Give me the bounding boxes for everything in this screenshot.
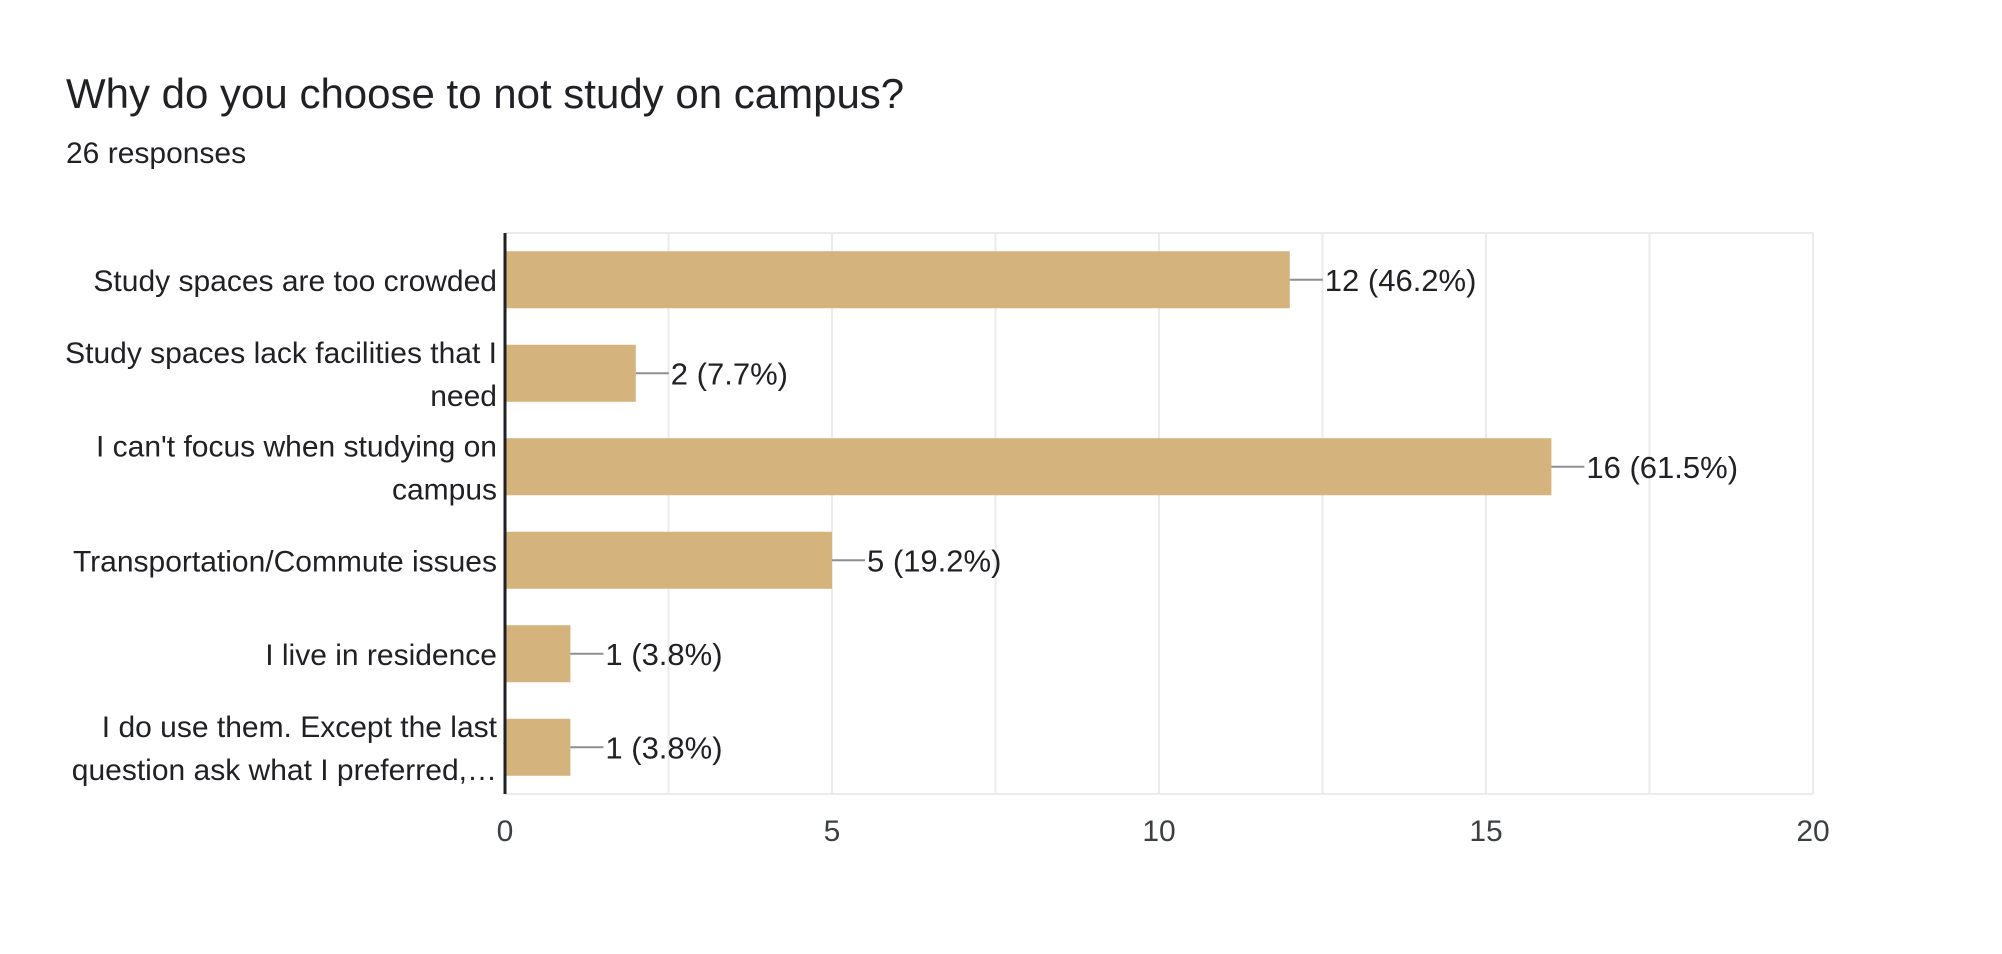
data-label: 12 (46.2%) [1325,263,1477,298]
bar [505,438,1552,496]
category-label: I live in residence [265,639,497,672]
x-tick-label: 0 [497,815,514,848]
category-label: Study spaces are too crowded [93,265,497,298]
x-tick-label: 15 [1469,815,1502,848]
data-label: 5 (19.2%) [867,543,1001,578]
category-label: campus [392,473,497,506]
category-label: I do use them. Except the last [102,711,498,744]
category-label: Study spaces lack facilities that I [65,337,497,370]
category-labels: Study spaces are too crowded Study spaces… [65,265,498,787]
bars: 12 (46.2%) 2 (7.7%) 16 (61.5%) 5 (19.2%) 1 (… [505,251,1738,776]
grid-lines [504,232,1814,795]
bar [505,344,636,402]
chart-title: Why do you choose to not study on campus… [66,70,905,117]
bar [505,625,571,683]
x-tick-label: 5 [824,815,841,848]
data-label: 2 (7.7%) [671,356,788,391]
data-label: 16 (61.5%) [1586,450,1738,485]
data-label: 1 (3.8%) [605,637,722,672]
bar [505,531,832,589]
response-count: 26 responses [66,137,247,170]
x-tick-label: 20 [1796,815,1829,848]
bar [505,718,571,776]
bar [505,251,1290,309]
category-label: Transportation/Commute issues [73,545,497,578]
category-label: I can't focus when studying on [96,430,497,463]
category-label: question ask what I preferred,… [72,754,497,787]
x-tick-label: 10 [1142,815,1175,848]
x-axis-ticks: 0 5 10 15 20 [497,815,1830,848]
category-label: need [430,380,497,413]
data-label: 1 (3.8%) [605,730,722,765]
